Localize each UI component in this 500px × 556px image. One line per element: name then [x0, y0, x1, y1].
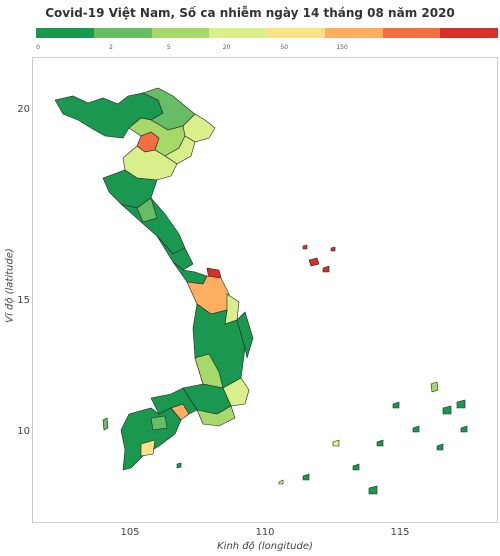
island-phu-quoc: [102, 417, 109, 431]
y-tick-label: 20: [17, 104, 30, 115]
region-ninh-thuan: [196, 405, 236, 427]
y-tick-label: 10: [17, 426, 30, 437]
legend-tick-label: 2: [109, 44, 113, 51]
x-tick-label: 110: [255, 527, 275, 538]
region-bac-lieu: [140, 439, 156, 457]
x-axis-label: Kinh độ (longitude): [217, 541, 313, 552]
x-tick-label: 105: [120, 527, 140, 538]
legend-color-segment: [36, 28, 94, 38]
paracel-islands: [302, 244, 336, 273]
legend-color-segment: [267, 28, 325, 38]
spratly-islands: [278, 381, 468, 495]
region-quang-ngai: [224, 293, 240, 325]
legend-tick-label: 150: [336, 44, 348, 51]
y-tick-label: 15: [17, 295, 30, 306]
legend-color-segment: [440, 28, 498, 38]
region-tien-giang: [150, 415, 168, 431]
color-legend-bar: [36, 28, 498, 38]
legend-tick-label: 20: [222, 44, 231, 51]
region-mekong-delta: [120, 407, 182, 471]
legend-tick-label: 5: [166, 44, 171, 51]
legend-color-segment: [324, 28, 383, 38]
x-tick-label: 115: [390, 527, 410, 538]
island-con-dao: [176, 462, 182, 469]
y-axis-label: Vĩ độ (latitude): [4, 248, 16, 323]
region-binh-dinh: [236, 311, 254, 359]
region-ha-tinh: [136, 197, 158, 223]
map-plot-area[interactable]: [32, 57, 498, 523]
legend-color-segment: [382, 28, 441, 38]
legend-tick-label: 0: [36, 44, 40, 51]
legend-color-segment: [93, 28, 152, 38]
region-dak-lak: [194, 353, 224, 389]
legend-color-segment: [209, 28, 267, 38]
vietnam-map: [54, 87, 468, 495]
legend-tick-label: 50: [280, 44, 289, 51]
chart-title: Covid-19 Việt Nam, Số ca nhiễm ngày 14 t…: [45, 6, 455, 20]
legend-color-segment: [151, 28, 210, 38]
